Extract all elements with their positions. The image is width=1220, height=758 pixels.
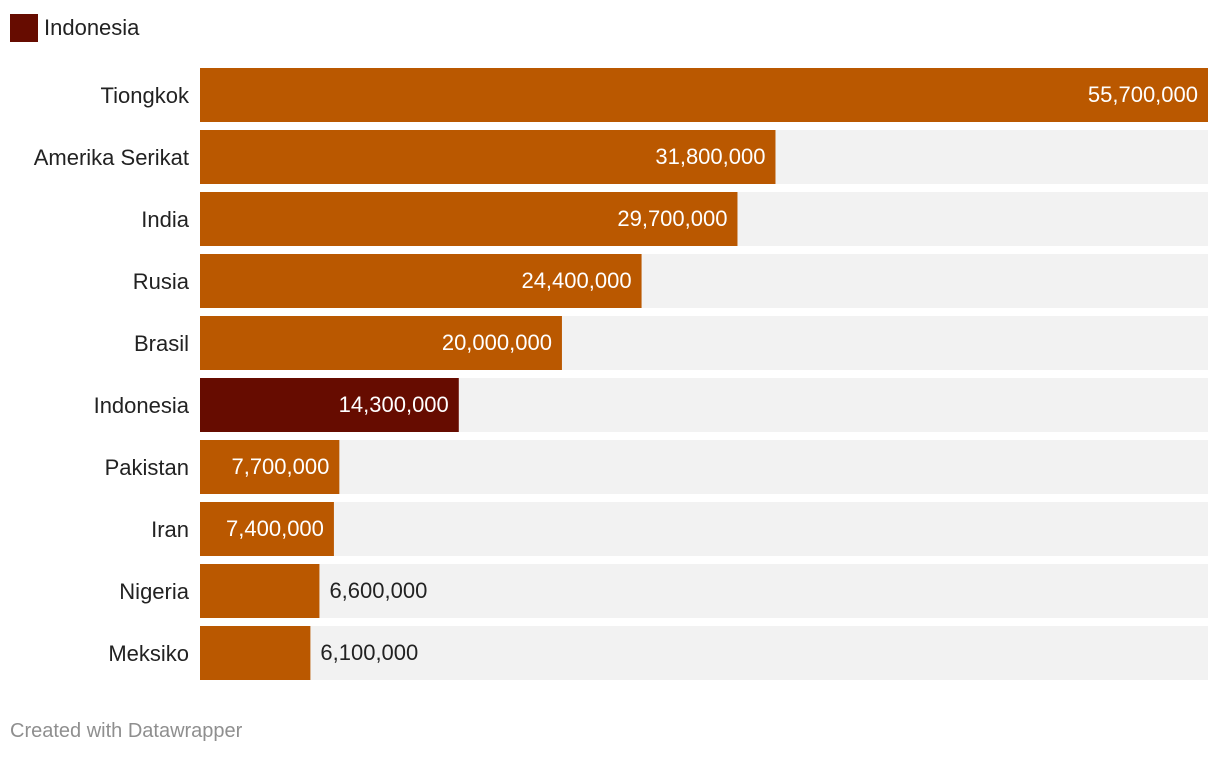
category-label-amerika-serikat: Amerika Serikat [34, 145, 189, 170]
bar-indonesia [200, 378, 459, 432]
bar-track-pakistan [200, 440, 1208, 494]
legend-swatch [10, 14, 38, 42]
category-label-tiongkok: Tiongkok [101, 83, 190, 108]
value-label-nigeria: 6,600,000 [329, 578, 427, 603]
legend: Indonesia [10, 14, 139, 42]
bar-track-meksiko [200, 626, 1208, 680]
value-label-amerika-serikat: 31,800,000 [655, 144, 765, 169]
value-label-meksiko: 6,100,000 [320, 640, 418, 665]
value-label-india: 29,700,000 [617, 206, 727, 231]
value-label-indonesia: 14,300,000 [339, 392, 449, 417]
value-label-brasil: 20,000,000 [442, 330, 552, 355]
bar-amerika-serikat [200, 130, 776, 184]
bar-brasil [200, 316, 562, 370]
value-label-rusia: 24,400,000 [521, 268, 631, 293]
category-label-india: India [141, 207, 189, 232]
category-label-rusia: Rusia [133, 269, 190, 294]
legend-label: Indonesia [44, 15, 140, 40]
category-label-brasil: Brasil [134, 331, 189, 356]
value-label-iran: 7,400,000 [226, 516, 324, 541]
category-label-iran: Iran [151, 517, 189, 542]
category-label-indonesia: Indonesia [94, 393, 190, 418]
category-label-pakistan: Pakistan [105, 455, 189, 480]
footer-credit: Created with Datawrapper [10, 720, 243, 742]
bar-iran [200, 502, 334, 556]
bar-chart: Tiongkok 55,700,000 Amerika Serikat 31,800,… [34, 68, 1208, 680]
bar-track-nigeria [200, 564, 1208, 618]
bar-tiongkok [200, 68, 1208, 122]
bar-track-iran [200, 502, 1208, 556]
value-label-pakistan: 7,700,000 [231, 454, 329, 479]
bar-nigeria [200, 564, 320, 618]
value-label-tiongkok: 55,700,000 [1088, 82, 1198, 107]
bar-rusia [200, 254, 642, 308]
category-label-meksiko: Meksiko [108, 641, 189, 666]
bar-india [200, 192, 738, 246]
bar-pakistan [200, 440, 340, 494]
bar-meksiko [200, 626, 311, 680]
category-label-nigeria: Nigeria [119, 579, 189, 604]
